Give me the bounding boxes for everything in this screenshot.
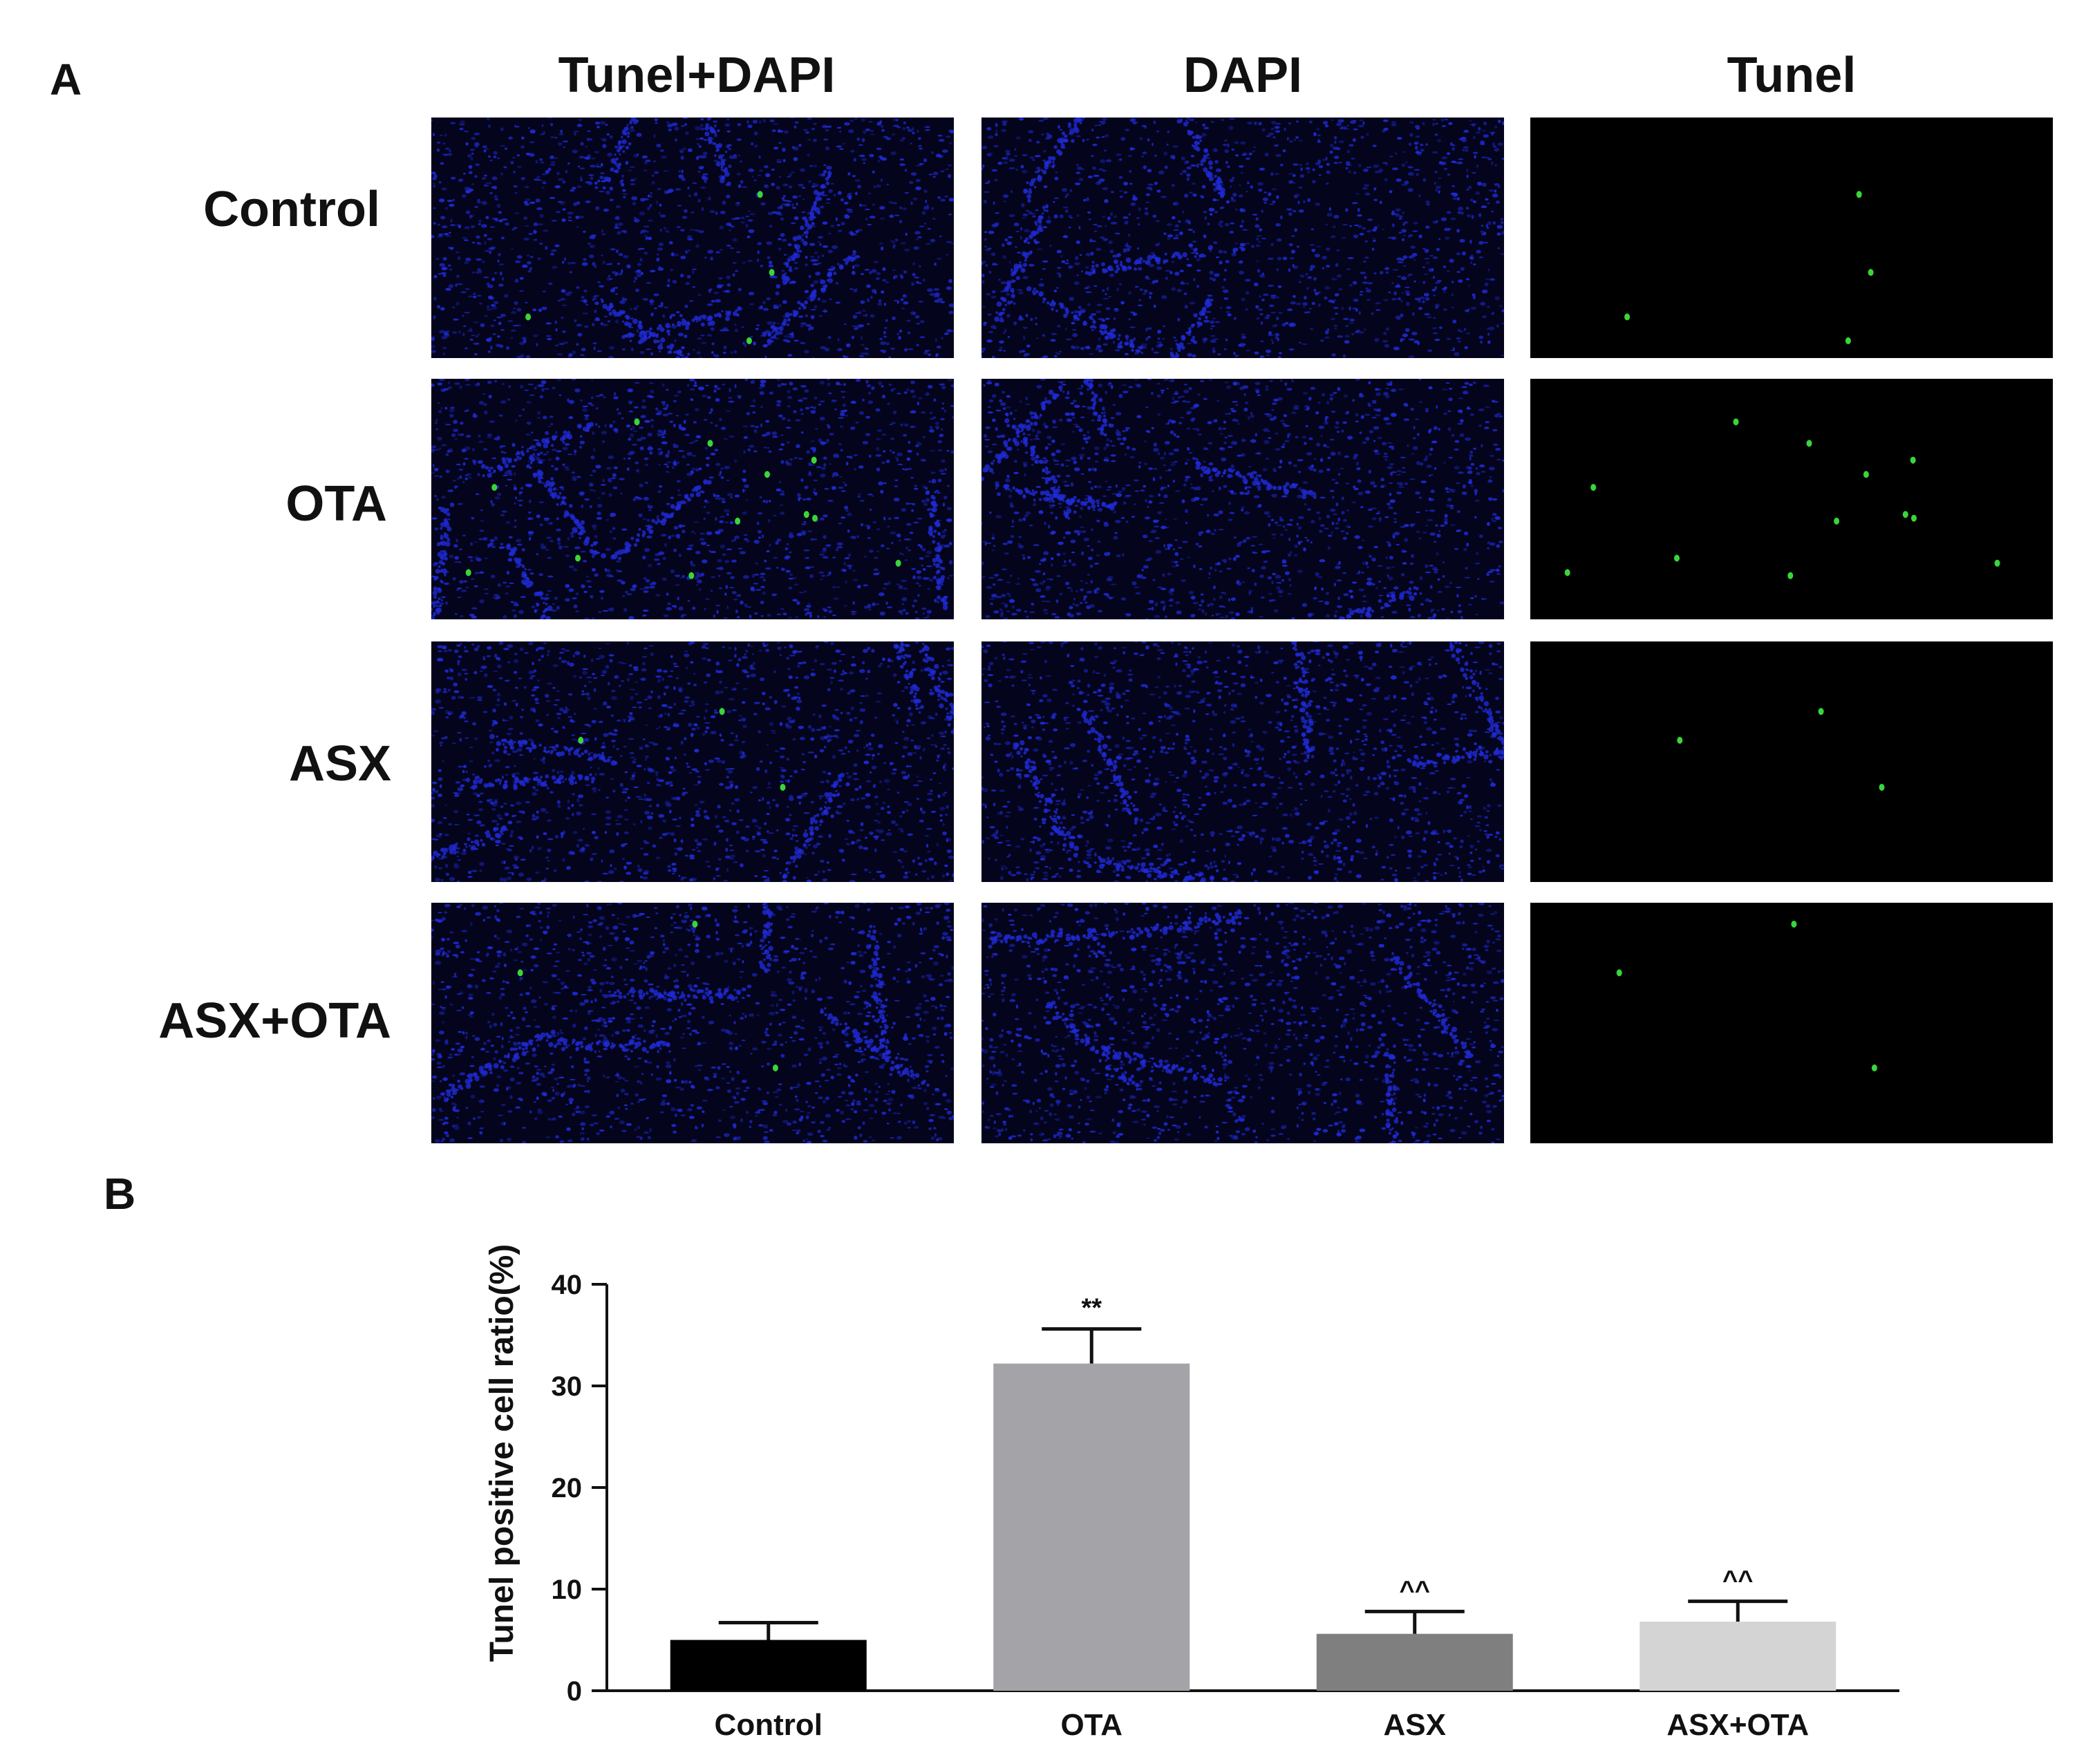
bar-asx-ota xyxy=(1640,1622,1836,1691)
micrograph-asx-ota-tunel-dapi xyxy=(431,903,954,1143)
column-header-tunel: Tunel xyxy=(1727,48,1857,103)
x-tick-label-asx: ASX xyxy=(1384,1708,1446,1742)
micrograph-control-tunel xyxy=(1530,118,2053,358)
micrograph-ota-dapi xyxy=(981,379,1504,619)
bar-ota xyxy=(993,1363,1190,1691)
y-tick-label-20: 20 xyxy=(552,1473,583,1503)
x-tick-label-control: Control xyxy=(715,1708,823,1742)
micrograph-asx-dapi xyxy=(981,641,1504,882)
column-header-tunel-dapi: Tunel+DAPI xyxy=(558,48,836,103)
row-label-asx-ota: ASX+OTA xyxy=(158,993,391,1049)
y-tick-label-0: 0 xyxy=(567,1676,582,1707)
micrograph-asx-tunel-dapi xyxy=(431,641,954,882)
micrograph-control-tunel-dapi xyxy=(431,118,954,358)
micrograph-ota-tunel-dapi xyxy=(431,379,954,619)
micrograph-asx-ota-dapi xyxy=(981,903,1504,1143)
panel-a-letter: A xyxy=(50,55,82,104)
micrograph-asx-ota-tunel xyxy=(1530,903,2053,1143)
row-label-ota: OTA xyxy=(285,476,387,532)
y-axis-label: Tunel positive cell ratio(%) xyxy=(484,1244,520,1662)
significance-ota: ** xyxy=(1081,1294,1102,1323)
x-tick-label-ota: OTA xyxy=(1060,1708,1122,1742)
bar-chart: 0 10 20 30 40 Tunel positive cell ratio(%) Con… xyxy=(484,1244,1899,1742)
row-label-asx: ASX xyxy=(288,736,391,791)
column-header-dapi: DAPI xyxy=(1183,48,1303,103)
micrograph-ota-tunel xyxy=(1530,379,2053,619)
row-label-control: Control xyxy=(203,182,380,237)
micrograph-control-dapi xyxy=(981,118,1504,358)
y-tick-label-10: 10 xyxy=(552,1575,583,1605)
y-tick-label-30: 30 xyxy=(552,1371,583,1402)
micrograph-asx-tunel xyxy=(1530,641,2053,882)
significance-asx: ^^ xyxy=(1400,1576,1430,1605)
x-tick-label-asx-ota: ASX+OTA xyxy=(1666,1708,1809,1742)
bar-asx xyxy=(1316,1633,1513,1691)
y-tick-label-40: 40 xyxy=(552,1270,583,1300)
panel-b-letter: B xyxy=(104,1169,136,1219)
significance-asx-ota: ^^ xyxy=(1722,1566,1753,1595)
bar-control xyxy=(670,1640,867,1691)
